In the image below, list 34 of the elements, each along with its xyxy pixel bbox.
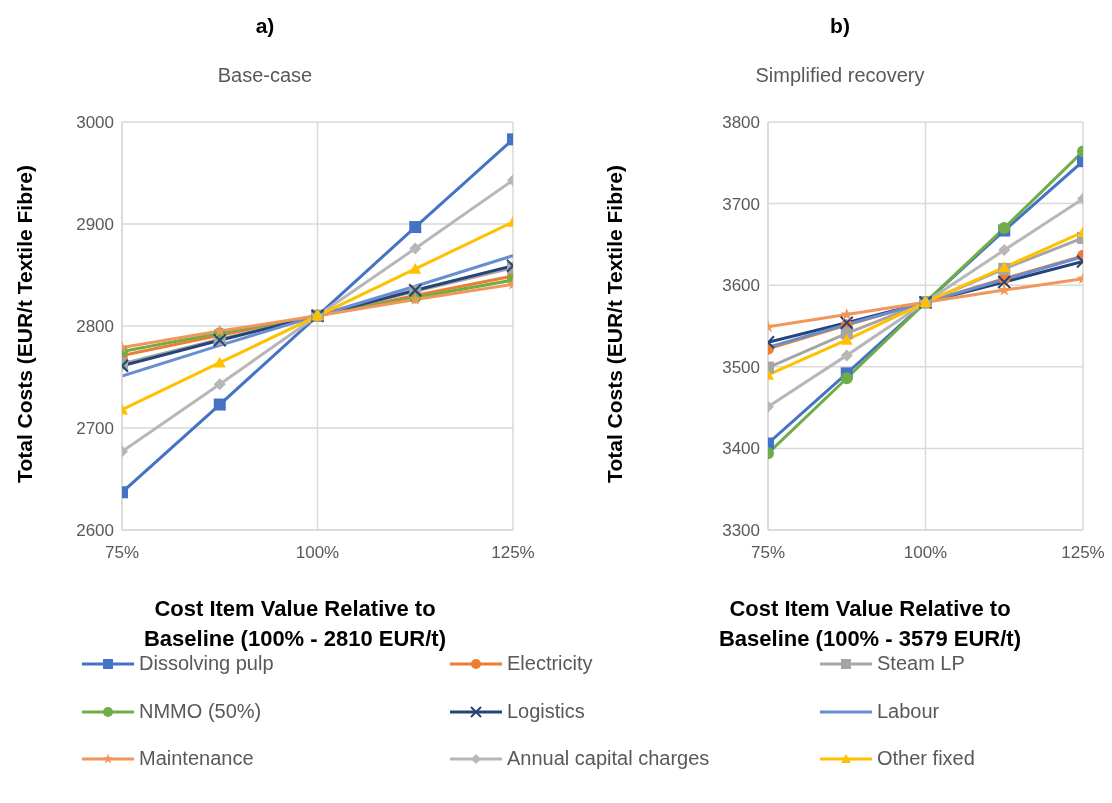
x-tick-label: 125% [1061,543,1105,563]
y-tick-label: 2600 [76,521,114,541]
legend-label: Electricity [507,652,593,675]
y-axis-title: Total Costs (EUR/t Textile Fibre) [603,164,627,485]
y-axis-title: Total Costs (EUR/t Textile Fibre) [13,164,37,485]
y-tick-label: 3000 [76,113,114,133]
y-tick-label: 2700 [76,419,114,439]
y-tick-label: 2900 [76,215,114,235]
y-tick-label: 3800 [722,113,760,133]
x-tick-label: 75% [750,543,786,563]
y-tick-label: 3700 [722,194,760,214]
legend-label: Annual capital charges [507,747,710,770]
chart-subtitle: Simplified recovery [754,64,926,87]
y-tick-label: 2800 [76,317,114,337]
x-tick-label: 125% [491,543,535,563]
x-axis-title: Cost Item Value Relative to Baseline (100% - 3579 EUR/t) [718,596,1022,651]
y-tick-label: 3500 [722,357,760,377]
chart-title: a) [254,14,276,38]
y-tick-label: 3300 [722,521,760,541]
chart-subtitle: Base-case [216,64,314,87]
x-tick-label: 75% [104,543,140,563]
legend-label: Dissolving pulp [139,652,274,675]
x-axis-title: Cost Item Value Relative to Baseline (100% - 2810 EUR/t) [143,596,447,651]
legend-label: Steam LP [877,652,965,675]
y-tick-label: 3400 [722,439,760,459]
x-tick-label: 100% [903,543,948,563]
legend-label: Other fixed [877,747,975,770]
y-tick-label: 3600 [722,276,760,296]
legend-label: Maintenance [139,747,254,770]
legend-label: NMMO (50%) [139,700,262,723]
x-tick-label: 100% [295,543,340,563]
legend-label: Labour [877,700,940,723]
legend-label: Logistics [507,700,585,723]
chart-title: b) [829,14,851,38]
